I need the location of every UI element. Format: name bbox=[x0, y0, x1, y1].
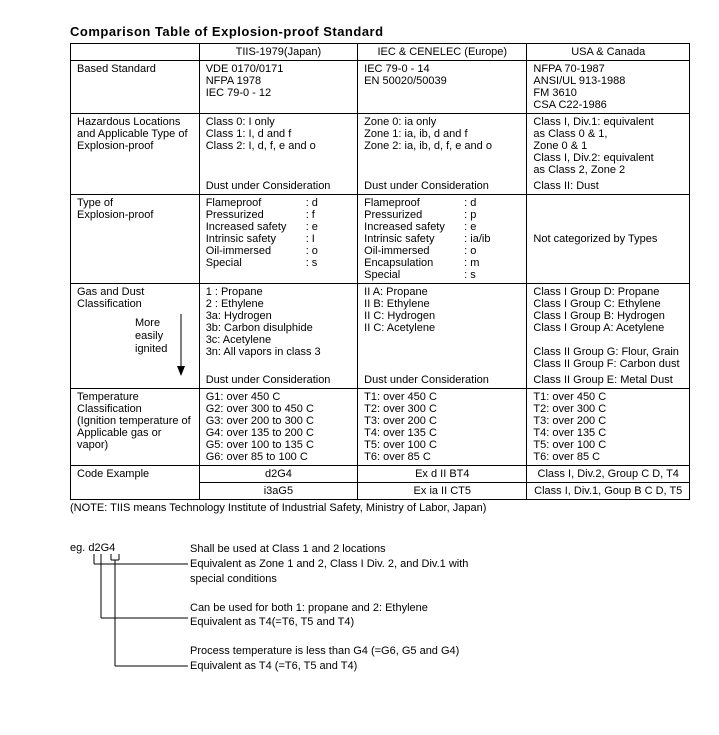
comparison-table: TIIS-1979(Japan) IEC & CENELEC (Europe) … bbox=[70, 43, 690, 500]
row-gas-c1: 1 : Propane2 : Ethylene3a: Hydrogen3b: C… bbox=[199, 284, 357, 373]
page-title: Comparison Table of Explosion-proof Stan… bbox=[70, 24, 679, 39]
header-europe: IEC & CENELEC (Europe) bbox=[358, 44, 527, 61]
row-code-r1c1: d2G4 bbox=[199, 466, 357, 483]
example-line-3: Process temperature is less than G4 (=G6… bbox=[190, 644, 468, 674]
header-japan: TIIS-1979(Japan) bbox=[199, 44, 357, 61]
row-based-c1: VDE 0170/0171NFPA 1978IEC 79-0 - 12 bbox=[199, 61, 357, 114]
row-gas-c3b: Class II Group E: Metal Dust bbox=[527, 372, 690, 389]
row-hazloc-c3: Class I, Div.1: equivalentas Class 0 & 1… bbox=[527, 114, 690, 179]
row-temp-c2: T1: over 450 CT2: over 300 CT3: over 200… bbox=[358, 389, 527, 466]
row-code-r1c2: Ex d II BT4 bbox=[358, 466, 527, 483]
example-line-1: Shall be used at Class 1 and 2 locations… bbox=[190, 542, 468, 587]
row-type-c3: Not categorized by Types bbox=[527, 195, 690, 284]
row-based-c2: IEC 79-0 - 14EN 50020/50039 bbox=[358, 61, 527, 114]
row-hazloc-c1: Class 0: I onlyClass 1: I, d and fClass … bbox=[199, 114, 357, 179]
note-text: (NOTE: TIIS means Technology Institute o… bbox=[70, 502, 679, 514]
row-temp-c1: G1: over 450 CG2: over 300 to 450 CG3: o… bbox=[199, 389, 357, 466]
row-type-c2: Flameproof: dPressurized: pIncreased saf… bbox=[358, 195, 527, 284]
example-block: eg. d2G4 Shall be used at Class 1 a bbox=[70, 542, 679, 707]
row-hazloc-c2: Zone 0: ia onlyZone 1: ia, ib, d and fZo… bbox=[358, 114, 527, 179]
row-temp-label: TemperatureClassification(Ignition tempe… bbox=[71, 389, 200, 466]
row-temp-c3: T1: over 450 CT2: over 300 CT3: over 200… bbox=[527, 389, 690, 466]
row-hazloc-c1b: Dust under Consideration bbox=[199, 178, 357, 195]
arrow-down-icon: More easily ignited bbox=[135, 286, 195, 378]
row-gas-c2b: Dust under Consideration bbox=[358, 372, 527, 389]
bracket-icon bbox=[70, 554, 190, 704]
row-hazloc-c2b: Dust under Consideration bbox=[358, 178, 527, 195]
row-code-r2c3: Class I, Div.1, Goup B C D, T5 bbox=[527, 483, 690, 500]
row-code-r2c2: Ex ia II CT5 bbox=[358, 483, 527, 500]
row-code-r1c3: Class I, Div.2, Group C D, T4 bbox=[527, 466, 690, 483]
row-gas-label: Gas and DustClassification More easily i… bbox=[71, 284, 200, 373]
example-label: eg. d2G4 bbox=[70, 542, 124, 554]
svg-text:ignited: ignited bbox=[135, 343, 167, 355]
row-code-label: Code Example bbox=[71, 466, 200, 500]
svg-text:More: More bbox=[135, 317, 160, 329]
row-hazloc-c3b: Class II: Dust bbox=[527, 178, 690, 195]
svg-text:easily: easily bbox=[135, 330, 164, 342]
row-code-r2c1: i3aG5 bbox=[199, 483, 357, 500]
row-hazloc-label: Hazardous Locations and Applicable Type … bbox=[71, 114, 200, 179]
row-type-label: Type ofExplosion-proof bbox=[71, 195, 200, 284]
row-gas-c2: II A: PropaneII B: EthyleneII C: Hydroge… bbox=[358, 284, 527, 373]
row-type-c1: Flameproof: dPressurized: fIncreased saf… bbox=[199, 195, 357, 284]
example-line-2: Can be used for both 1: propane and 2: E… bbox=[190, 601, 468, 631]
row-gas-c1b: Dust under Consideration bbox=[199, 372, 357, 389]
header-usa: USA & Canada bbox=[527, 44, 690, 61]
row-hazloc-label2 bbox=[71, 178, 200, 195]
row-gas-c3: Class I Group D: PropaneClass I Group C:… bbox=[527, 284, 690, 373]
header-blank bbox=[71, 44, 200, 61]
row-based-label: Based Standard bbox=[71, 61, 200, 114]
row-based-c3: NFPA 70-1987ANSI/UL 913-1988FM 3610CSA C… bbox=[527, 61, 690, 114]
